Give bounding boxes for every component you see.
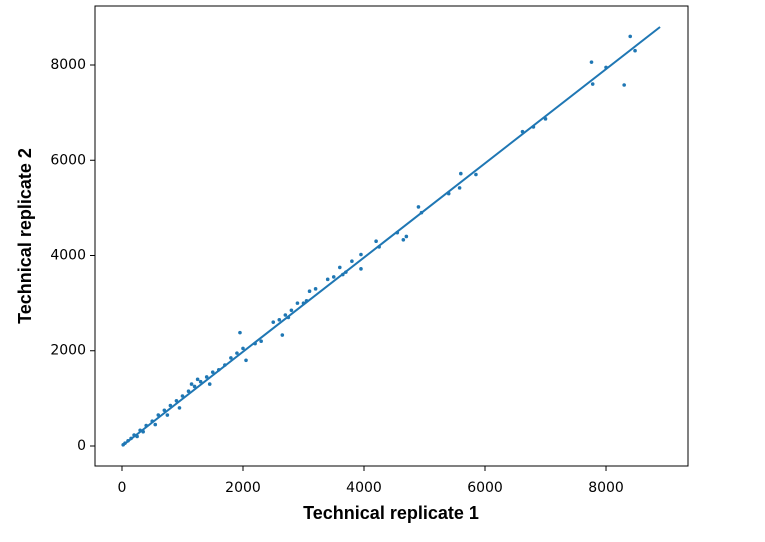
point <box>395 230 400 235</box>
point <box>416 205 421 209</box>
point <box>325 277 330 282</box>
point <box>331 275 336 279</box>
point <box>474 172 478 177</box>
plot-frame <box>94 5 689 467</box>
point <box>633 48 637 53</box>
point <box>229 356 233 360</box>
point <box>180 394 185 398</box>
point <box>198 379 203 384</box>
point <box>144 423 148 428</box>
point <box>377 245 381 249</box>
point <box>590 82 595 86</box>
point <box>520 129 525 134</box>
x-tick-label: 8000 <box>588 480 624 496</box>
point <box>259 339 263 344</box>
point <box>286 315 291 320</box>
point <box>162 408 167 413</box>
point <box>121 443 125 447</box>
point <box>359 267 363 271</box>
point <box>168 403 173 408</box>
point <box>337 265 342 270</box>
point <box>289 308 294 313</box>
point <box>223 363 227 367</box>
y-tick-label: 0 <box>77 438 86 454</box>
y-tick-label: 2000 <box>50 343 86 359</box>
point <box>622 83 626 87</box>
point <box>235 351 239 355</box>
point <box>195 377 200 382</box>
point <box>135 434 139 439</box>
point <box>156 413 161 417</box>
point <box>132 433 136 437</box>
point <box>313 287 318 291</box>
point <box>271 320 276 324</box>
x-axis-title: Technical replicate 1 <box>303 503 479 523</box>
point <box>374 239 378 244</box>
point <box>189 382 194 386</box>
point <box>126 438 130 443</box>
point <box>177 406 182 410</box>
point <box>628 34 633 39</box>
point <box>404 234 409 239</box>
point <box>129 436 133 441</box>
point <box>401 237 406 242</box>
point <box>359 252 363 257</box>
point <box>165 413 170 417</box>
point <box>589 60 594 64</box>
point <box>457 186 462 190</box>
point <box>207 382 212 386</box>
fit-line <box>121 26 661 447</box>
point <box>604 65 608 70</box>
y-tick-label: 8000 <box>50 57 86 73</box>
point <box>238 330 242 335</box>
point <box>307 289 312 294</box>
point <box>280 333 285 337</box>
point <box>344 270 348 274</box>
point <box>277 317 282 322</box>
point <box>350 259 354 264</box>
point <box>419 210 424 215</box>
y-tick-label: 6000 <box>50 152 86 168</box>
point <box>138 428 142 433</box>
point <box>241 346 245 351</box>
point <box>192 384 197 389</box>
point <box>153 422 158 427</box>
point <box>150 419 155 424</box>
point <box>141 429 145 434</box>
x-tick-label: 0 <box>118 480 127 496</box>
point <box>295 301 300 305</box>
point <box>174 398 179 403</box>
point <box>244 358 248 363</box>
y-axis-title: Technical replicate 2 <box>15 148 35 324</box>
point <box>459 171 463 176</box>
point <box>301 301 306 305</box>
point <box>283 313 288 317</box>
x-tick-label: 4000 <box>346 480 382 496</box>
x-tick-label: 6000 <box>467 480 503 496</box>
x-tick-label: 2000 <box>225 480 261 496</box>
point <box>304 298 309 303</box>
point <box>543 117 548 121</box>
point <box>253 341 257 346</box>
point <box>446 191 451 196</box>
point <box>210 370 215 374</box>
point <box>186 389 191 394</box>
point <box>341 272 345 277</box>
point <box>216 367 221 372</box>
y-tick-label: 4000 <box>50 248 86 264</box>
point <box>531 125 536 129</box>
point <box>204 375 209 379</box>
